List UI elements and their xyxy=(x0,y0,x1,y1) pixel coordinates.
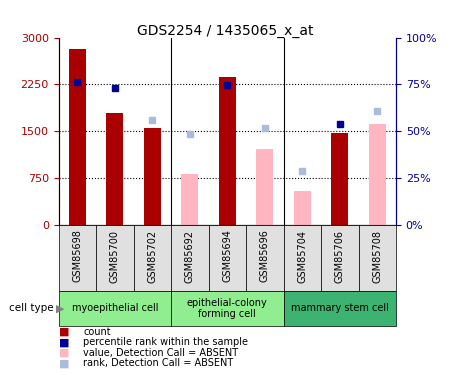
FancyBboxPatch shape xyxy=(208,225,246,291)
Text: myoepithelial cell: myoepithelial cell xyxy=(72,303,158,313)
FancyBboxPatch shape xyxy=(284,291,396,326)
FancyBboxPatch shape xyxy=(284,225,321,291)
Text: ■: ■ xyxy=(58,358,69,368)
Text: percentile rank within the sample: percentile rank within the sample xyxy=(83,338,248,347)
Text: GSM85702: GSM85702 xyxy=(147,230,157,283)
FancyBboxPatch shape xyxy=(58,291,171,326)
FancyBboxPatch shape xyxy=(134,225,171,291)
Text: GSM85696: GSM85696 xyxy=(260,230,270,282)
Text: ■: ■ xyxy=(58,327,69,337)
FancyBboxPatch shape xyxy=(321,225,359,291)
Text: count: count xyxy=(83,327,111,337)
Text: ■: ■ xyxy=(58,348,69,358)
Bar xyxy=(69,49,86,225)
FancyBboxPatch shape xyxy=(171,225,208,291)
Bar xyxy=(106,112,123,225)
Bar xyxy=(219,77,236,225)
Text: GSM85694: GSM85694 xyxy=(222,230,232,282)
Bar xyxy=(181,174,198,225)
Text: GSM85700: GSM85700 xyxy=(110,230,120,283)
Text: rank, Detection Call = ABSENT: rank, Detection Call = ABSENT xyxy=(83,358,234,368)
Bar xyxy=(144,128,161,225)
Text: GSM85698: GSM85698 xyxy=(72,230,82,282)
Text: value, Detection Call = ABSENT: value, Detection Call = ABSENT xyxy=(83,348,238,358)
Text: GSM85704: GSM85704 xyxy=(297,230,307,283)
Text: ▶: ▶ xyxy=(56,303,65,313)
Text: ■: ■ xyxy=(58,338,69,347)
Bar xyxy=(294,190,310,225)
FancyBboxPatch shape xyxy=(246,225,284,291)
FancyBboxPatch shape xyxy=(96,225,134,291)
FancyBboxPatch shape xyxy=(58,225,96,291)
Text: GDS2254 / 1435065_x_at: GDS2254 / 1435065_x_at xyxy=(137,24,313,38)
Text: epithelial-colony
forming cell: epithelial-colony forming cell xyxy=(187,298,268,319)
Text: cell type: cell type xyxy=(9,303,54,313)
FancyBboxPatch shape xyxy=(171,291,284,326)
Bar xyxy=(256,149,273,225)
FancyBboxPatch shape xyxy=(359,225,396,291)
Bar xyxy=(369,124,386,225)
Text: GSM85706: GSM85706 xyxy=(335,230,345,283)
Text: GSM85708: GSM85708 xyxy=(372,230,382,283)
Bar xyxy=(331,133,348,225)
Text: mammary stem cell: mammary stem cell xyxy=(291,303,389,313)
Text: GSM85692: GSM85692 xyxy=(185,230,195,283)
